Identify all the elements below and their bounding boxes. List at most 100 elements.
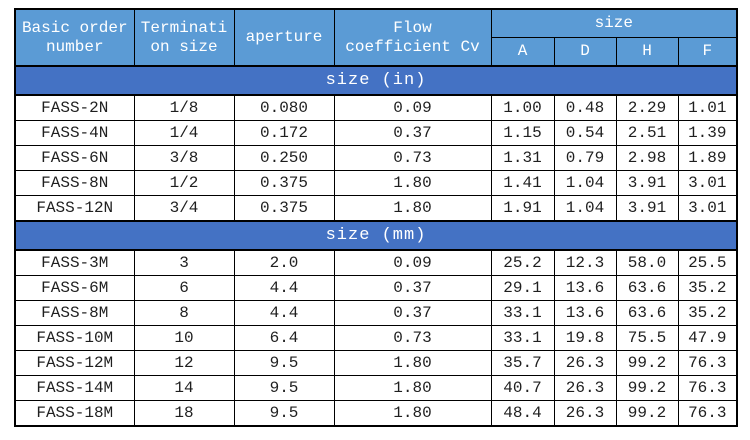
table-row: FASS-8M 8 4.4 0.37 33.1 13.6 63.6 35.2 (14, 300, 738, 326)
cell-h: 63.6 (615, 300, 679, 326)
table-row: FASS-2N 1/8 0.080 0.09 1.00 0.48 2.29 1.01 (14, 94, 738, 121)
cell-h: 99.2 (615, 350, 679, 376)
cell-termination: 3 (133, 249, 235, 276)
cell-order: FASS-8M (14, 300, 135, 326)
cell-a: 1.15 (490, 120, 555, 146)
header-col-a: A (490, 37, 555, 67)
cell-f: 35.2 (677, 275, 738, 301)
header-basic-order-number: Basic order number (14, 8, 135, 67)
cell-termination: 1/8 (133, 94, 235, 121)
cell-cv: 0.37 (333, 120, 492, 146)
cell-f: 25.5 (677, 249, 738, 276)
section-header-row: size (mm) (14, 220, 738, 251)
table-row: FASS-12M 12 9.5 1.80 35.7 26.3 99.2 76.3 (14, 350, 738, 376)
cell-aperture: 0.080 (233, 94, 335, 121)
cell-aperture: 9.5 (233, 350, 335, 376)
cell-d: 19.8 (553, 325, 617, 351)
cell-cv: 1.80 (333, 350, 492, 376)
table-row: FASS-6M 6 4.4 0.37 29.1 13.6 63.6 35.2 (14, 275, 738, 301)
cell-aperture: 2.0 (233, 249, 335, 276)
cell-a: 25.2 (490, 249, 555, 276)
header-size-group: size (490, 8, 738, 38)
cell-aperture: 4.4 (233, 275, 335, 301)
cell-f: 3.01 (677, 195, 738, 222)
cell-cv: 0.37 (333, 275, 492, 301)
cell-cv: 0.73 (333, 145, 492, 171)
cell-termination: 3/4 (133, 195, 235, 222)
cell-h: 63.6 (615, 275, 679, 301)
cell-cv: 1.80 (333, 170, 492, 196)
header-basic-order-line2: number (45, 37, 104, 56)
table-row: FASS-10M 10 6.4 0.73 33.1 19.8 75.5 47.9 (14, 325, 738, 351)
cell-aperture: 0.172 (233, 120, 335, 146)
cell-f: 3.01 (677, 170, 738, 196)
cell-a: 48.4 (490, 400, 555, 427)
cell-order: FASS-8N (14, 170, 135, 196)
cell-h: 2.98 (615, 145, 679, 171)
cell-aperture: 4.4 (233, 300, 335, 326)
cell-order: FASS-6M (14, 275, 135, 301)
cell-d: 0.48 (553, 94, 617, 121)
cell-h: 2.29 (615, 94, 679, 121)
section-header-row: size (in) (14, 65, 738, 96)
cell-f: 76.3 (677, 350, 738, 376)
header-aperture: aperture (233, 8, 335, 67)
cell-aperture: 0.250 (233, 145, 335, 171)
cell-a: 1.41 (490, 170, 555, 196)
cell-f: 1.01 (677, 94, 738, 121)
cell-h: 75.5 (615, 325, 679, 351)
cell-h: 3.91 (615, 170, 679, 196)
header-termination-line2: on size (150, 37, 218, 56)
table-row: FASS-18M 18 9.5 1.80 48.4 26.3 99.2 76.3 (14, 400, 738, 427)
cell-f: 35.2 (677, 300, 738, 326)
cell-a: 40.7 (490, 375, 555, 401)
cell-a: 33.1 (490, 325, 555, 351)
cell-a: 33.1 (490, 300, 555, 326)
cell-f: 47.9 (677, 325, 738, 351)
cell-h: 58.0 (615, 249, 679, 276)
cell-order: FASS-2N (14, 94, 135, 121)
cell-d: 26.3 (553, 350, 617, 376)
cell-f: 1.89 (677, 145, 738, 171)
table-body: size (in) FASS-2N 1/8 0.080 0.09 1.00 0.48 2.29… (14, 65, 738, 427)
cell-termination: 10 (133, 325, 235, 351)
cell-cv: 1.80 (333, 400, 492, 427)
cell-d: 26.3 (553, 400, 617, 427)
spec-table: Basic order number Terminati on size ape… (14, 8, 739, 427)
cell-cv: 0.73 (333, 325, 492, 351)
cell-cv: 0.09 (333, 94, 492, 121)
cell-order: FASS-10M (14, 325, 135, 351)
header-col-h: H (615, 37, 679, 67)
header-basic-order-line1: Basic order (21, 19, 128, 38)
cell-h: 99.2 (615, 400, 679, 427)
cell-cv: 1.80 (333, 195, 492, 222)
cell-aperture: 6.4 (233, 325, 335, 351)
cell-aperture: 0.375 (233, 195, 335, 222)
cell-f: 1.39 (677, 120, 738, 146)
cell-f: 76.3 (677, 375, 738, 401)
cell-cv: 0.37 (333, 300, 492, 326)
cell-order: FASS-12M (14, 350, 135, 376)
section-title: size (in) (14, 65, 738, 96)
cell-aperture: 9.5 (233, 375, 335, 401)
cell-a: 1.31 (490, 145, 555, 171)
cell-h: 99.2 (615, 375, 679, 401)
header-flow-line1: Flow (393, 19, 432, 38)
cell-d: 13.6 (553, 275, 617, 301)
cell-d: 1.04 (553, 170, 617, 196)
header-flow-coefficient-cv: Flow coefficient Cv (333, 8, 492, 67)
cell-aperture: 0.375 (233, 170, 335, 196)
cell-order: FASS-18M (14, 400, 135, 427)
header-col-d: D (553, 37, 617, 67)
section-title: size (mm) (14, 220, 738, 251)
table-row: FASS-12N 3/4 0.375 1.80 1.91 1.04 3.91 3.01 (14, 195, 738, 222)
cell-termination: 12 (133, 350, 235, 376)
cell-aperture: 9.5 (233, 400, 335, 427)
header-termination-size: Terminati on size (133, 8, 235, 67)
header-col-f: F (677, 37, 738, 67)
cell-a: 35.7 (490, 350, 555, 376)
cell-order: FASS-4N (14, 120, 135, 146)
cell-termination: 1/2 (133, 170, 235, 196)
table-row: FASS-4N 1/4 0.172 0.37 1.15 0.54 2.51 1.39 (14, 120, 738, 146)
table-header: Basic order number Terminati on size ape… (14, 8, 738, 67)
